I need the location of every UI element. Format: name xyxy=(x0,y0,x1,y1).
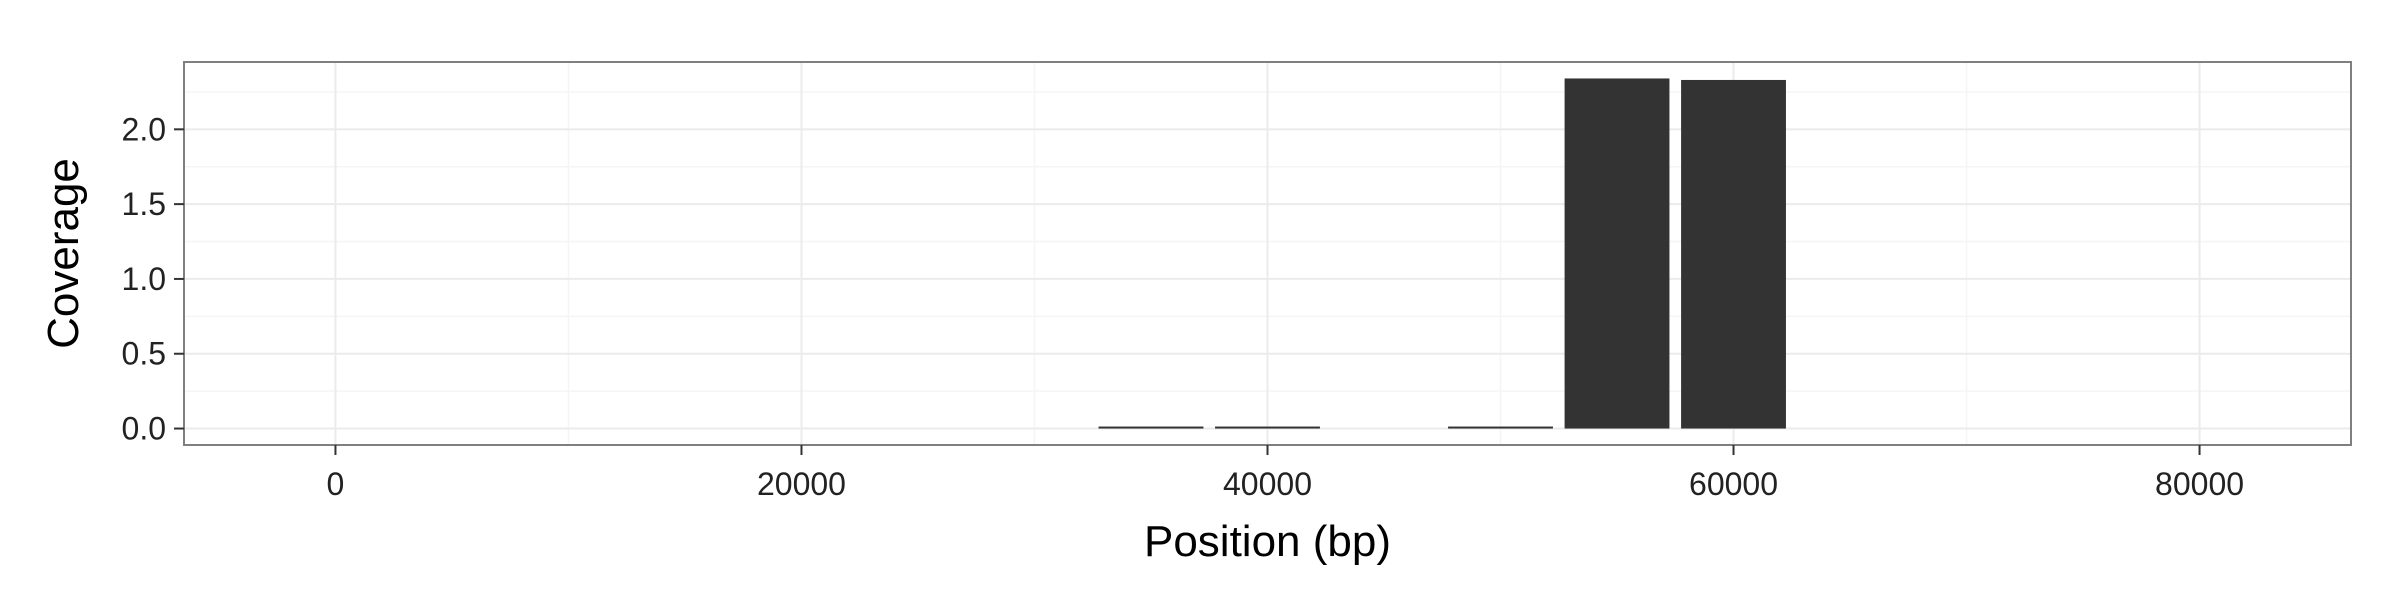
x-tick-label: 20000 xyxy=(757,466,846,502)
y-axis-ticks: 0.0 0.5 1.0 1.5 2.0 xyxy=(122,111,184,447)
y-tick-label: 1.5 xyxy=(122,186,166,222)
coverage-bar xyxy=(1681,79,1786,429)
y-tick-label: 0.0 xyxy=(122,411,166,447)
x-tick-label: 80000 xyxy=(2155,466,2244,502)
coverage-bar xyxy=(1098,426,1204,429)
coverage-bar xyxy=(1215,426,1320,429)
y-tick-label: 2.0 xyxy=(122,111,166,147)
y-axis-title: Coverage xyxy=(39,158,88,349)
coverage-bar xyxy=(1448,426,1553,429)
grid-major-lines xyxy=(184,62,2351,445)
x-tick-label: 40000 xyxy=(1223,466,1312,502)
x-axis-title: Position (bp) xyxy=(1144,517,1391,566)
x-tick-label: 60000 xyxy=(1689,466,1778,502)
x-tick-label: 0 xyxy=(327,466,345,502)
y-tick-label: 1.0 xyxy=(122,261,166,297)
y-tick-label: 0.5 xyxy=(122,336,166,372)
bar-series xyxy=(1098,78,1786,429)
coverage-bar xyxy=(1564,78,1670,429)
x-axis-ticks: 0 20000 40000 60000 80000 xyxy=(327,445,2244,502)
